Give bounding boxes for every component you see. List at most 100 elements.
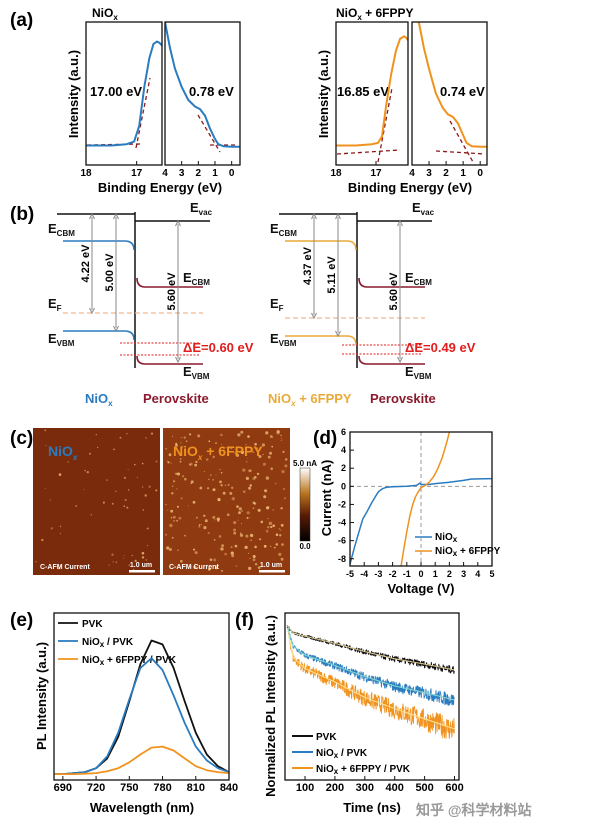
- afm-speckle: [262, 453, 264, 456]
- afm-speckles: [165, 430, 288, 572]
- afm-speckle: [134, 559, 137, 563]
- pl-ylabel: PL Intensity (a.u.): [34, 642, 49, 750]
- afm-speckle: [173, 480, 176, 483]
- afm-speckle: [284, 464, 288, 468]
- afm-speckle: [240, 532, 242, 534]
- afm-speckle: [203, 526, 207, 530]
- tangent-line: [449, 120, 474, 163]
- afm-speckle: [224, 484, 226, 487]
- y-tick-label: -4: [338, 518, 346, 528]
- afm-speckle: [208, 440, 211, 443]
- afm-speckle: [231, 486, 234, 489]
- afm-speckle: [252, 501, 256, 505]
- x-tick-label: 0: [418, 569, 423, 579]
- afm-caption: C-AFM Current: [40, 564, 90, 571]
- afm-speckle: [44, 429, 47, 432]
- iv-curve-niox: [349, 477, 493, 565]
- afm-speckle: [284, 497, 286, 500]
- afm-speckle: [203, 470, 205, 473]
- pl-spectrum-niox-pvk: [54, 657, 229, 775]
- panel-label-c: (c): [10, 428, 33, 449]
- afm-speckle: [282, 450, 285, 453]
- trpl-xlabel: Time (ns): [343, 800, 401, 815]
- afm-speckle: [259, 538, 262, 541]
- x-tick-label: 0: [229, 168, 235, 179]
- afm-speckle: [44, 487, 47, 489]
- legend-label-pvk: PVK: [82, 619, 103, 630]
- afm-speckle: [172, 435, 174, 437]
- afm-speckle: [215, 442, 217, 444]
- afm-speckle: [231, 554, 235, 558]
- afm-speckle: [220, 433, 223, 437]
- afm-speckle: [171, 536, 174, 539]
- afm-speckle: [220, 443, 222, 445]
- x-tick-label: 1: [460, 168, 466, 179]
- afm-speckle: [230, 546, 233, 549]
- afm-speckle: [106, 479, 108, 481]
- afm-speckle: [146, 527, 149, 530]
- afm-speckle: [198, 524, 201, 526]
- afm-speckle: [280, 437, 283, 439]
- afm-speckle: [212, 455, 215, 458]
- afm-speckle: [123, 476, 126, 479]
- afm-speckle: [281, 469, 285, 474]
- trpl-fit-line: [286, 625, 455, 730]
- afm-speckle: [250, 539, 253, 542]
- afm-speckle: [35, 561, 37, 563]
- afm-speckle: [208, 478, 210, 480]
- afm-speckle: [193, 548, 195, 551]
- afm-speckle: [126, 506, 129, 509]
- afm-speckle: [244, 545, 248, 550]
- afm-speckle: [235, 565, 238, 567]
- cbm-line-perovskite: [358, 277, 425, 288]
- afm-speckle: [249, 557, 251, 560]
- afm-speckle: [176, 488, 178, 490]
- afm-speckle: [266, 506, 270, 510]
- xps-right-xlabel: Binding Energy (eV): [348, 180, 472, 195]
- cbm-label-left: ECBM: [270, 221, 297, 238]
- afm-speckle: [165, 504, 167, 506]
- colorbar-min: 0.0: [299, 542, 311, 551]
- vbm-line-left: [63, 330, 135, 341]
- afm-speckle: [96, 446, 99, 449]
- afm-speckle: [180, 437, 182, 438]
- afm-speckle: [175, 442, 178, 445]
- afm-speckle: [220, 484, 223, 487]
- afm-speckle: [257, 508, 261, 512]
- afm-speckle: [213, 558, 217, 562]
- pl-legend: PVK NiOx / PVK NiOx + 6FPPY / PVK: [58, 619, 177, 667]
- iv-xlabel: Voltage (V): [388, 581, 455, 596]
- afm-speckle: [275, 533, 279, 536]
- afm-speckle: [274, 482, 277, 485]
- x-tick-label: 810: [187, 782, 205, 794]
- arrow-head: [89, 212, 95, 220]
- afm-speckle: [179, 453, 181, 456]
- afm-speckle: [123, 557, 125, 559]
- afm-speckle: [215, 566, 218, 570]
- x-tick-label: 840: [220, 782, 238, 794]
- afm-speckle: [246, 517, 249, 519]
- afm-image-label: NiOx: [48, 443, 78, 462]
- afm-speckle: [270, 467, 274, 471]
- afm-speckle: [280, 439, 283, 442]
- afm-speckle: [280, 434, 282, 437]
- afm-speckle: [180, 497, 183, 500]
- panel-label-f: (f): [235, 610, 254, 631]
- afm-speckle: [239, 533, 244, 537]
- x-tick-label: 2: [447, 569, 452, 579]
- afm-speckle: [261, 443, 265, 447]
- scale-bar-label: 1.0 um: [130, 562, 152, 569]
- afm-speckle: [166, 460, 168, 462]
- energy-gap-label: 5.00 eV: [104, 253, 116, 292]
- trpl-legend: PVK NiOx / PVK NiOx + 6FPPY / PVK: [292, 732, 411, 776]
- material-label-perovskite: Perovskite: [370, 391, 436, 406]
- afm-speckle: [194, 452, 197, 455]
- x-tick-label: 18: [330, 168, 342, 179]
- afm-speckle: [249, 533, 253, 537]
- afm-speckle: [226, 513, 230, 517]
- fermi-level-label: EF: [270, 296, 284, 313]
- afm-speckle: [225, 446, 227, 448]
- afm-speckles: [35, 429, 158, 570]
